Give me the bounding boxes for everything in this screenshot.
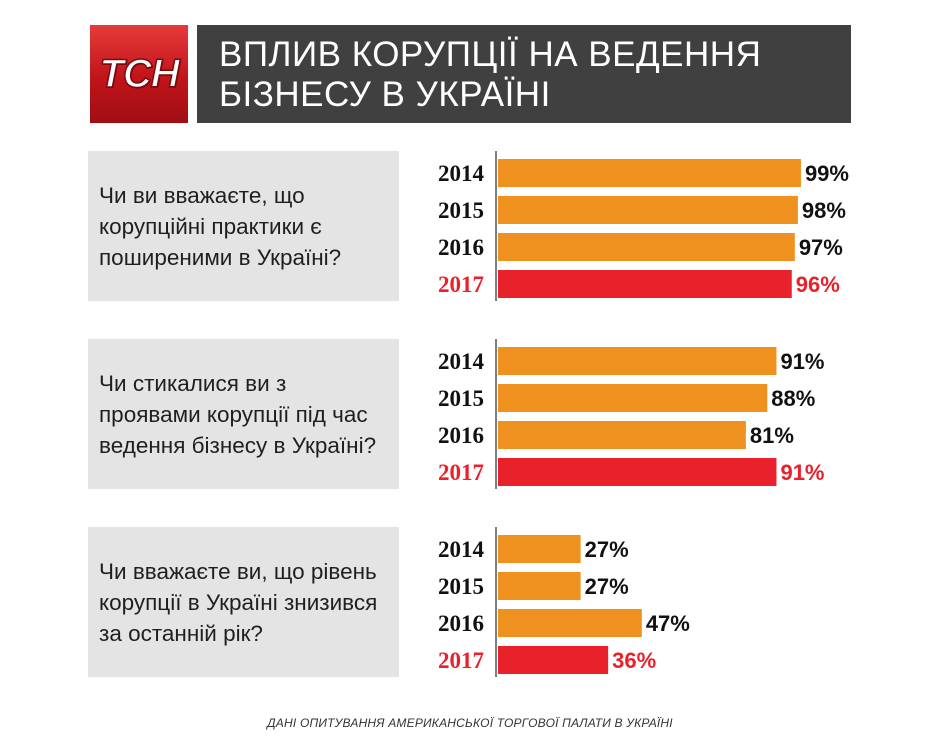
bar-2014: [498, 535, 581, 563]
value-label: 88%: [771, 386, 815, 411]
question-2: Чи стикалися ви з проявами корупції під …: [99, 370, 377, 458]
question-panel-2: Чи стикалися ви з проявами корупції під …: [88, 339, 399, 489]
value-label: 91%: [780, 460, 824, 485]
bar-2014: [498, 159, 801, 187]
bar-2017: [498, 270, 792, 298]
value-label: 47%: [646, 611, 690, 636]
title-line-1: ВПЛИВ КОРУПЦІЇ НА ВЕДЕННЯ: [219, 35, 762, 74]
value-label: 91%: [780, 349, 824, 374]
tsn-logo: ТСН: [90, 25, 188, 123]
question-panel-1: Чи ви вважаєте, що корупційні практики є…: [88, 151, 399, 301]
year-label: 2016: [438, 423, 484, 448]
title-banner: ВПЛИВ КОРУПЦІЇ НА ВЕДЕННЯ БІЗНЕСУ В УКРА…: [197, 25, 851, 123]
logo-text: ТСН: [99, 51, 181, 97]
bar-2015: [498, 572, 581, 600]
bar-2016: [498, 233, 795, 261]
value-label: 97%: [799, 235, 843, 260]
year-label: 2014: [438, 349, 485, 374]
value-label: 99%: [805, 161, 849, 186]
year-label: 2017: [438, 272, 484, 297]
value-label: 81%: [750, 423, 794, 448]
bar-2016: [498, 609, 642, 637]
value-label: 96%: [796, 272, 840, 297]
bar-2017: [498, 458, 777, 486]
value-label: 27%: [585, 574, 629, 599]
bar-2015: [498, 196, 798, 224]
question-panel-3: Чи вважаєте ви, що рівень корупції в Укр…: [88, 527, 399, 677]
bar-2016: [498, 421, 746, 449]
title-line-2: БІЗНЕСУ В УКРАЇНІ: [219, 75, 551, 114]
year-label: 2015: [438, 198, 484, 223]
year-label: 2017: [438, 460, 484, 485]
bar-2017: [498, 646, 609, 674]
value-label: 36%: [612, 648, 656, 673]
year-label: 2014: [438, 161, 485, 186]
question-3: Чи вважаєте ви, що рівень корупції в Укр…: [99, 558, 378, 646]
question-1: Чи ви вважаєте, що корупційні практики є…: [99, 182, 342, 270]
bar-2014: [498, 347, 777, 375]
source-footer: ДАНІ ОПИТУВАННЯ АМЕРИКАНСЬКОЇ ТОРГОВОЇ П…: [267, 716, 673, 730]
year-label: 2017: [438, 648, 484, 673]
year-label: 2015: [438, 386, 484, 411]
value-label: 98%: [802, 198, 846, 223]
value-label: 27%: [585, 537, 629, 562]
bar-2015: [498, 384, 768, 412]
year-label: 2014: [438, 537, 485, 562]
year-label: 2016: [438, 611, 484, 636]
year-label: 2016: [438, 235, 484, 260]
year-label: 2015: [438, 574, 484, 599]
